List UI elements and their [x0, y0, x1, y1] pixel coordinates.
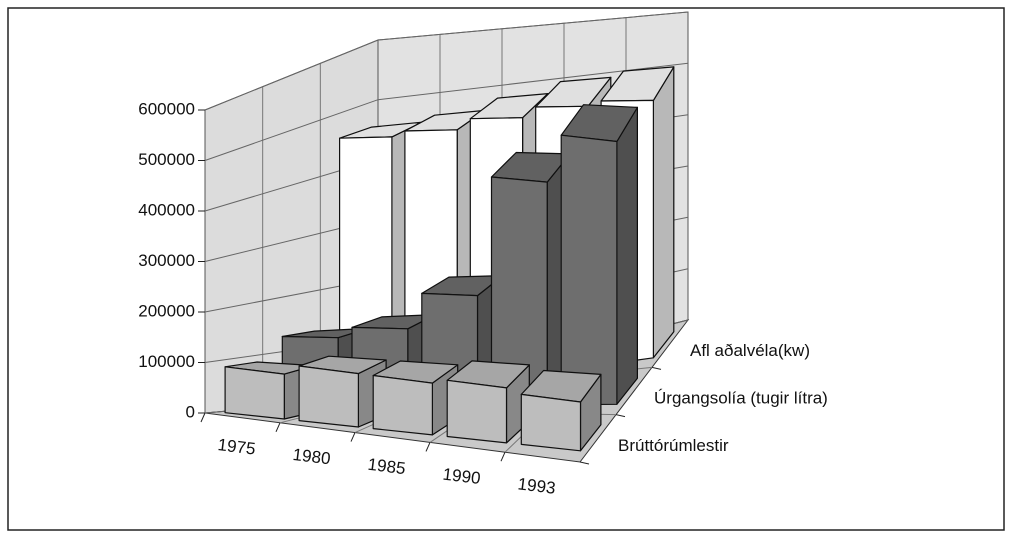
bar-front — [520, 393, 582, 452]
x-tick — [275, 422, 281, 433]
x-tick — [500, 451, 506, 462]
grid-line — [204, 11, 689, 111]
bar-side — [616, 106, 639, 405]
x-tick — [350, 432, 356, 442]
series-label: Brúttórúmlestir — [618, 436, 729, 455]
y-tick-label: 0 — [186, 402, 195, 421]
series-label: Afl aðalvéla(kw) — [690, 341, 810, 360]
bar-side — [652, 66, 675, 359]
y-tick-label: 300000 — [138, 251, 195, 270]
x-tick — [425, 442, 431, 452]
z-tick — [579, 461, 590, 465]
bar-front — [446, 379, 508, 444]
z-tick — [651, 366, 662, 370]
x-tick-label: 1975 — [217, 435, 257, 458]
bar — [372, 360, 459, 436]
series-label: Úrgangsolía (tugir lítra) — [654, 388, 828, 407]
bar — [446, 360, 530, 444]
x-tick-label: 1985 — [367, 455, 407, 478]
bar-front — [372, 374, 433, 436]
y-tick-label: 100000 — [138, 352, 195, 371]
z-tick — [615, 414, 626, 418]
x-tick — [200, 412, 206, 423]
grid-line — [204, 62, 689, 161]
x-tick-label: 1993 — [517, 474, 557, 497]
y-tick-label: 600000 — [138, 99, 195, 118]
y-tick-label: 200000 — [138, 301, 195, 320]
bar — [520, 369, 602, 452]
y-tick-label: 500000 — [138, 150, 195, 169]
bar-front — [298, 365, 359, 428]
bar-front — [224, 366, 285, 420]
x-tick-label: 1990 — [442, 465, 482, 488]
x-tick-label: 1980 — [292, 445, 332, 468]
bar — [298, 355, 387, 428]
bar-front — [560, 134, 618, 406]
y-tick-label: 400000 — [138, 200, 195, 219]
bar — [560, 104, 639, 406]
